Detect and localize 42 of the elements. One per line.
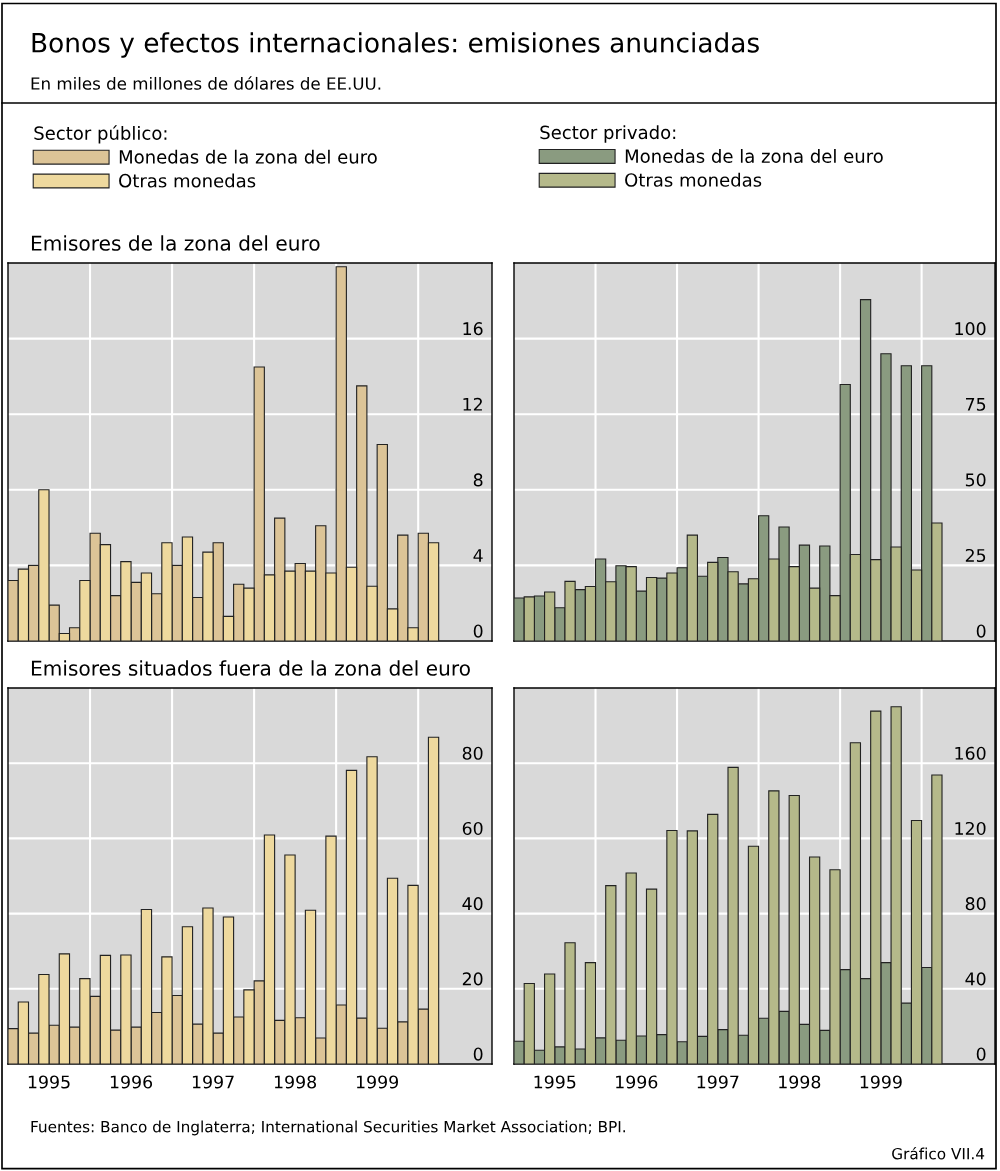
y-tick-label: 12 bbox=[463, 397, 482, 411]
source-note: Fuentes: Banco de Inglaterra; International Securities Market Association; BPI. bbox=[31, 1120, 625, 1136]
y-tick-label: 60 bbox=[462, 821, 483, 836]
y-tick-label: 40 bbox=[965, 972, 986, 986]
y-tick-label: 0 bbox=[976, 1047, 986, 1061]
y-tick-label: 0 bbox=[976, 624, 986, 638]
y-tick-label: 4 bbox=[473, 549, 483, 562]
legend-title: Sector privado: bbox=[540, 125, 676, 143]
text: Emisores de la zona del euro bbox=[31, 235, 320, 251]
y-tick-label: 100 bbox=[955, 322, 986, 336]
y-tick-label: 80 bbox=[965, 897, 986, 911]
y-tick-label: 0 bbox=[473, 1047, 483, 1061]
x-tick-label: 1995 bbox=[534, 1075, 576, 1089]
legend-label: Monedas de la zona del euro bbox=[119, 149, 377, 164]
legend-label: Otras monedas bbox=[119, 173, 256, 188]
legend-label: Otras monedas bbox=[625, 172, 762, 187]
y-tick-label: 50 bbox=[965, 473, 986, 487]
x-tick-label: 1995 bbox=[28, 1075, 70, 1089]
y-tick-label: 8 bbox=[473, 473, 483, 487]
legend-title: Sector público: bbox=[34, 125, 167, 144]
x-tick-label: 1999 bbox=[356, 1075, 399, 1089]
x-tick-label: 1999 bbox=[860, 1075, 902, 1089]
y-tick-label: 75 bbox=[966, 397, 986, 411]
text: Gráfico VII.4 bbox=[892, 1147, 985, 1160]
y-tick-label: 20 bbox=[462, 972, 483, 986]
y-tick-label: 80 bbox=[462, 746, 483, 760]
x-tick-label: 1996 bbox=[110, 1075, 153, 1089]
x-tick-label: 1997 bbox=[697, 1075, 739, 1089]
y-tick-label: 16 bbox=[463, 322, 483, 336]
x-tick-label: 1998 bbox=[779, 1075, 821, 1089]
chart-subtitle: En miles de millones de dólares de EE.UU. bbox=[31, 76, 381, 90]
chart-title: Bonos y efectos internacionales: emisiones anunciadas bbox=[32, 32, 759, 58]
x-tick-label: 1998 bbox=[274, 1075, 317, 1089]
legend-label: Monedas de la zona del euro bbox=[625, 149, 883, 163]
y-tick-label: 160 bbox=[955, 746, 986, 760]
y-tick-label: 40 bbox=[462, 897, 483, 911]
text: Emisores situados fuera de la zona del euro bbox=[31, 660, 470, 676]
x-tick-label: 1997 bbox=[192, 1075, 234, 1089]
y-tick-label: 0 bbox=[473, 624, 483, 638]
y-tick-label: 25 bbox=[965, 548, 986, 563]
x-tick-label: 1996 bbox=[616, 1075, 658, 1089]
y-tick-label: 120 bbox=[955, 821, 986, 836]
